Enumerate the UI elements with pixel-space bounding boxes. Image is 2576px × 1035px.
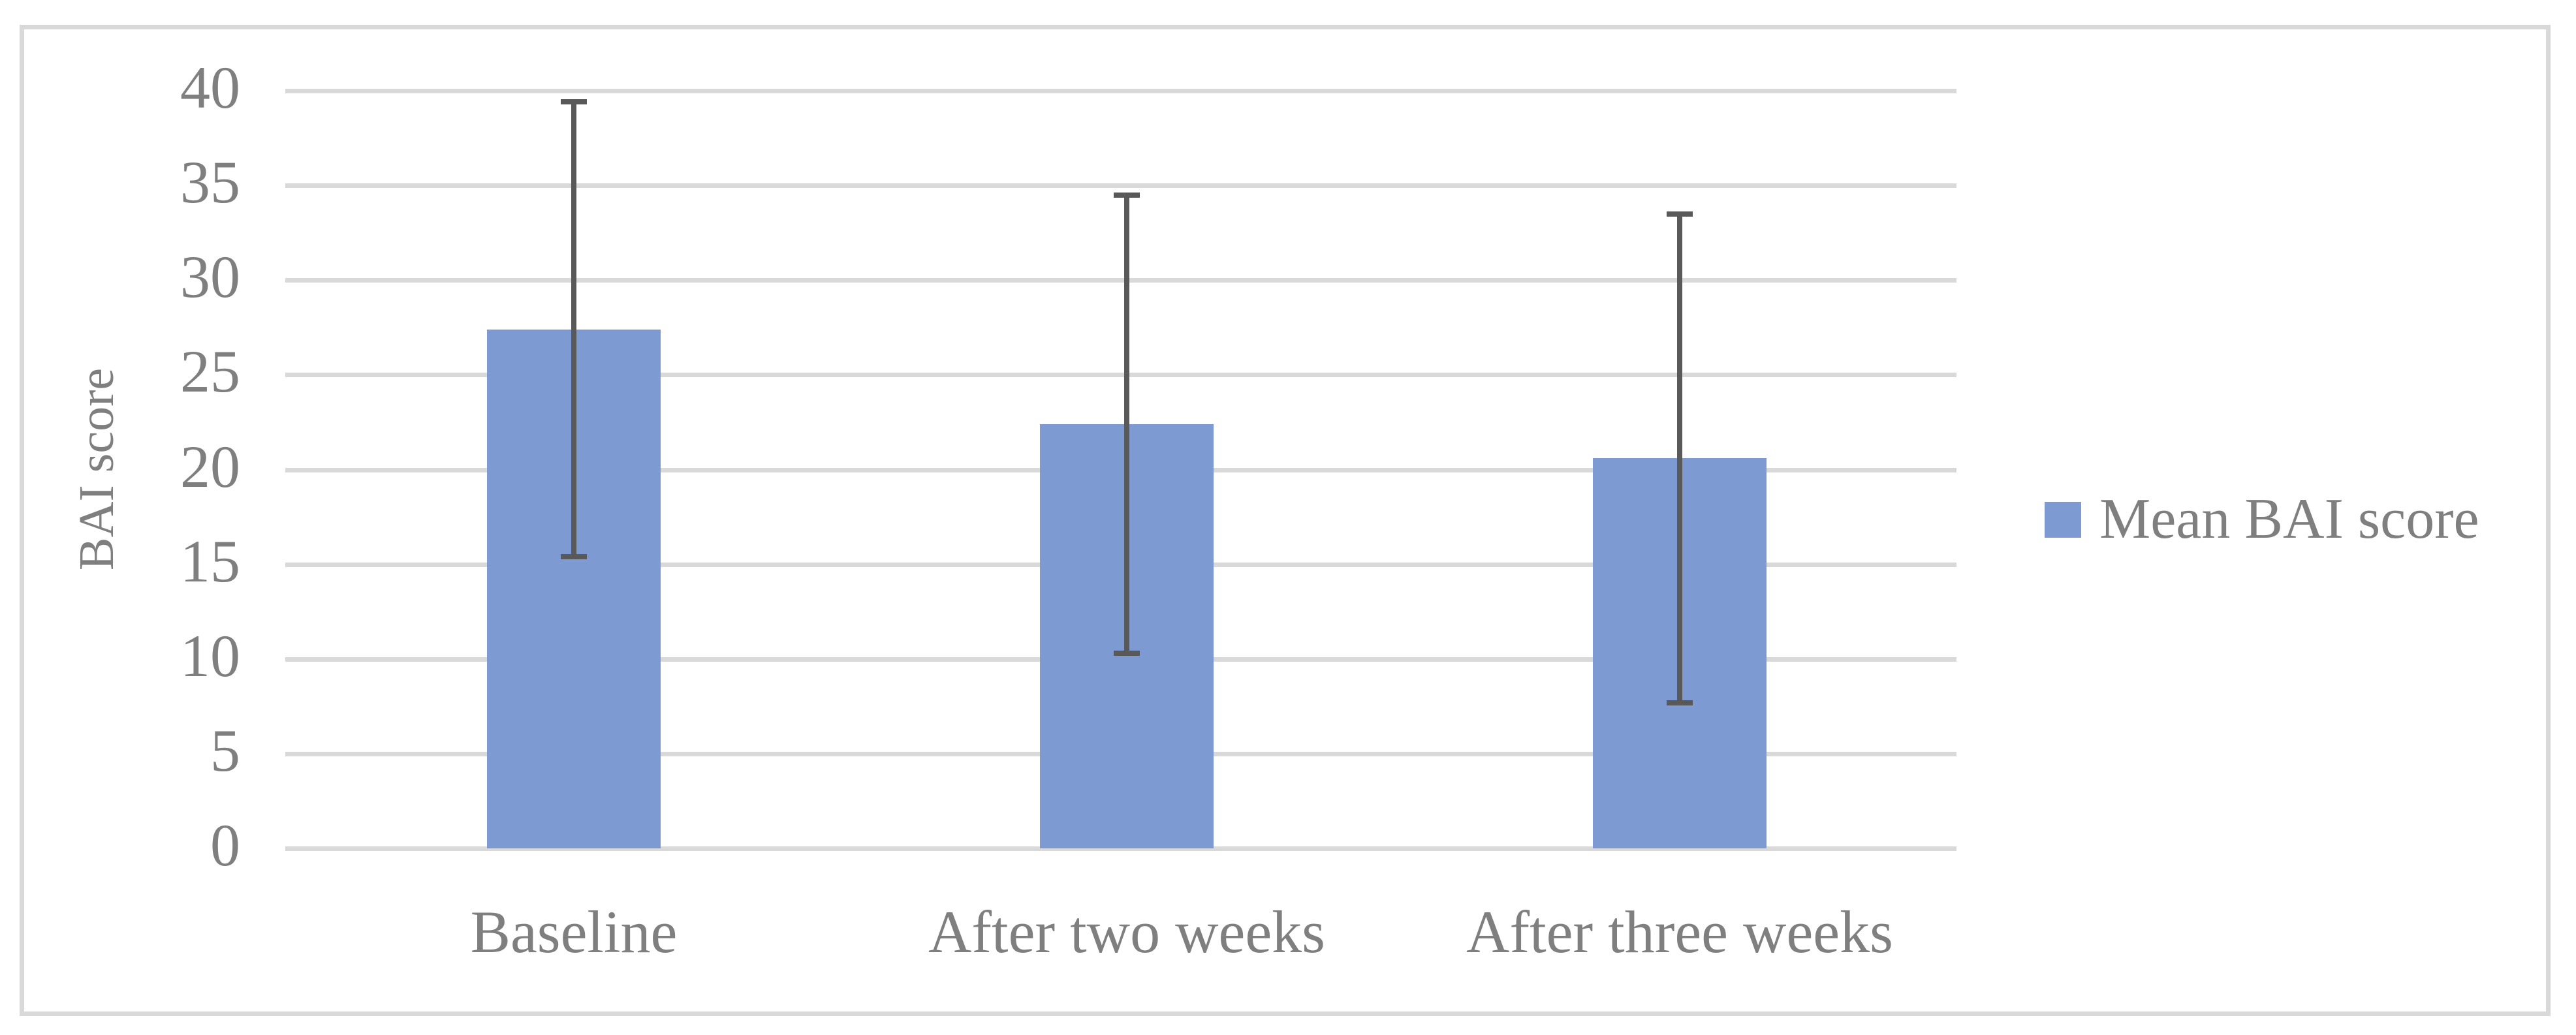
error-bar-cap-top <box>1667 211 1693 217</box>
error-bar-line <box>571 102 576 557</box>
y-axis-tick <box>285 183 297 188</box>
y-tick-label: 40 <box>180 54 240 121</box>
y-axis-tick <box>285 752 297 756</box>
y-axis-tick <box>285 373 297 377</box>
y-axis-tick <box>285 657 297 662</box>
y-tick-label: 0 <box>210 812 240 878</box>
gridline <box>297 89 1956 93</box>
y-axis-tick <box>285 89 297 93</box>
error-bar-line <box>1677 214 1682 703</box>
y-tick-label: 25 <box>180 338 240 405</box>
y-axis-tick <box>285 563 297 567</box>
y-tick-label: 15 <box>180 528 240 595</box>
error-bar-cap-bottom <box>561 554 587 559</box>
x-category-label: After two weeks <box>928 899 1325 965</box>
y-tick-label: 5 <box>210 717 240 784</box>
y-axis-tick <box>285 468 297 472</box>
x-category-label: Baseline <box>470 899 678 965</box>
error-bar-cap-bottom <box>1114 651 1140 656</box>
error-bar-cap-top <box>1114 193 1140 198</box>
y-tick-label: 35 <box>180 149 240 215</box>
y-tick-label: 30 <box>180 243 240 310</box>
gridline <box>297 846 1956 851</box>
legend-swatch-icon <box>2045 501 2081 538</box>
error-bar-cap-bottom <box>1667 700 1693 705</box>
legend: Mean BAI score <box>2045 491 2479 548</box>
error-bar-line <box>1124 195 1129 653</box>
y-tick-label: 10 <box>180 623 240 689</box>
x-category-label: After three weeks <box>1466 899 1893 965</box>
error-bar-cap-top <box>561 99 587 104</box>
gridline <box>297 183 1956 188</box>
legend-label: Mean BAI score <box>2099 487 2479 551</box>
y-tick-label: 20 <box>180 433 240 500</box>
y-axis-tick <box>285 278 297 283</box>
y-axis-tick <box>285 846 297 851</box>
